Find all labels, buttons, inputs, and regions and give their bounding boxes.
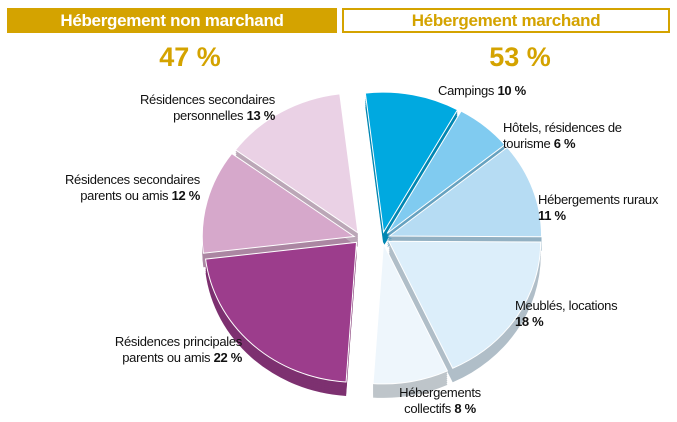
slice (388, 146, 543, 238)
value-label: 8 % (454, 401, 476, 416)
slice (201, 152, 356, 254)
slice (234, 93, 359, 234)
value-label: 11 % (538, 208, 566, 223)
slice (387, 240, 542, 369)
slice-label: Hôtels, résidences de tourisme 6 % (503, 120, 653, 152)
slice (364, 91, 459, 234)
group-title: Hébergement non marchand (7, 8, 337, 33)
value-label: 22 % (213, 350, 243, 365)
slice-label: Hébergements collectifs 8 % (385, 385, 495, 417)
slice-label: Meublés, locations 18 % (515, 298, 620, 330)
slice-label: Hébergements ruraux 11 % (538, 192, 663, 224)
category: Résidences secondaires parents ou amis (64, 172, 200, 203)
value-label: 13 % (246, 108, 276, 123)
category: Hébergements ruraux (538, 192, 659, 207)
category: Hébergements collectifs (399, 385, 481, 416)
group-share: 53 % (489, 42, 551, 72)
slice-label: Campings 10 % (438, 83, 578, 99)
category: Campings (438, 83, 495, 98)
value-label: 18 % (515, 314, 544, 329)
value-label: 6 % (553, 136, 576, 151)
slice-label: Résidences principales parents ou amis 2… (92, 334, 242, 366)
category: Résidences secondaires personnelles (139, 92, 275, 123)
category: Meublés, locations (515, 298, 618, 313)
slice (372, 242, 449, 385)
slice-label: Résidences secondaires personnelles 13 % (75, 92, 275, 124)
group-share: 47 % (159, 42, 221, 72)
group-title: Hébergement marchand (342, 8, 670, 33)
category: Hôtels, résidences de tourisme (503, 120, 622, 151)
category: Résidences principales parents ou amis (114, 334, 242, 365)
value-label: 12 % (171, 188, 201, 203)
slice (205, 241, 358, 383)
slice (386, 110, 506, 234)
slice-label: Résidences secondaires parents ou amis 1… (30, 172, 200, 204)
value-label: 10 % (497, 83, 526, 98)
